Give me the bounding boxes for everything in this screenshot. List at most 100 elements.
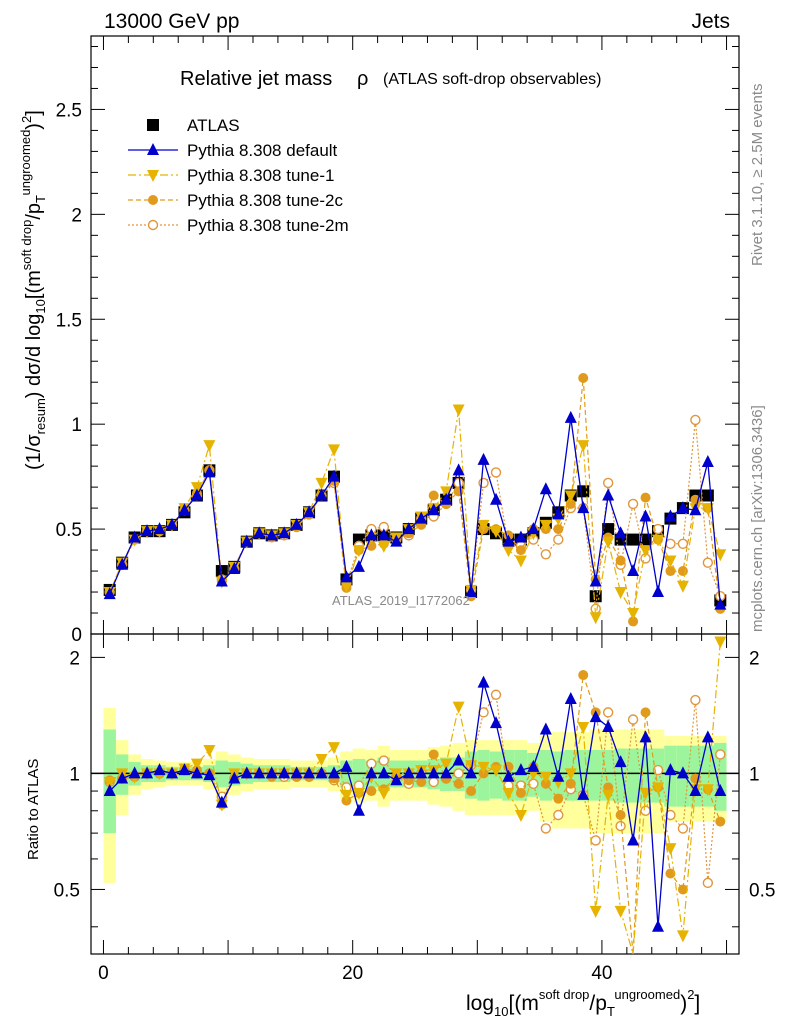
ratio-y-tick-label-right: 1: [749, 764, 760, 785]
ratio-point-default: [452, 753, 465, 766]
category-label: Jets: [691, 10, 730, 33]
legend-label-data: ATLAS: [187, 116, 240, 135]
main-point-default: [390, 534, 403, 547]
x-tick-label: 0: [98, 963, 109, 984]
main-panel: 0 0.5 1 1.5 2 2.5: [56, 35, 740, 646]
main-point-default: [278, 526, 291, 539]
legend-label-tune2c: Pythia 8.308 tune-2c: [187, 191, 343, 210]
main-point-default: [701, 454, 714, 467]
main-point-tune2c: [677, 566, 688, 577]
ratio-y-tick-label: 0.5: [54, 880, 80, 901]
main-point-default: [552, 507, 565, 520]
main-point-tune2m: [627, 498, 639, 510]
main-point-default: [415, 511, 428, 524]
main-point-data: [577, 485, 590, 498]
ratio-point-tune1: [701, 784, 714, 797]
main-point-default: [614, 526, 627, 539]
ratio-point-tune2c: [615, 810, 626, 821]
ratio-point-tune1: [564, 768, 577, 781]
ratio-point-default: [377, 766, 390, 779]
x-tick-label: 40: [591, 963, 612, 984]
ratio-point-tune1: [340, 789, 353, 802]
main-point-default: [502, 534, 515, 547]
ratio-point-tune1: [103, 777, 116, 790]
ratio-point-default: [340, 759, 353, 772]
ratio-point-tune2m: [490, 689, 502, 700]
main-point-default: [676, 501, 689, 514]
main-point-tune1: [602, 536, 615, 549]
ratio-point-default: [402, 766, 415, 779]
ratio-point-tune1: [315, 753, 328, 766]
main-point-tune1: [539, 519, 552, 532]
ratio-point-tune2m: [665, 809, 676, 821]
main-point-default: [527, 522, 540, 535]
main-point-tune1: [714, 549, 727, 562]
ratio-point-default: [103, 784, 116, 797]
main-point-default: [215, 574, 228, 587]
ratio-point-tune2m: [627, 714, 639, 725]
main-point-default: [440, 492, 453, 505]
ratio-y-axis-label: Ratio to ATLAS: [25, 759, 42, 860]
ratio-point-default: [278, 766, 291, 779]
ratio-point-tune2m: [690, 694, 701, 706]
main-point-tune1: [564, 490, 577, 503]
main-point-default: [265, 528, 278, 541]
ratio-point-tune2m: [640, 805, 651, 816]
main-point-tune2c: [615, 555, 626, 566]
main-point-default: [452, 463, 465, 476]
main-point-tune1: [490, 526, 502, 539]
ratio-y-tick-label: 2: [69, 648, 80, 669]
main-point-tune2m: [602, 477, 614, 489]
ratio-point-tune1: [377, 787, 390, 800]
main-point-default: [490, 492, 502, 505]
main-point-data: [627, 533, 640, 546]
ratio-point-tune1: [452, 701, 465, 714]
ratio-point-tune2c: [466, 786, 477, 797]
main-point-tune2m: [690, 414, 701, 426]
ratio-point-tune2c: [665, 868, 676, 879]
main-point-tune1: [589, 612, 602, 625]
main-point-default: [564, 410, 577, 423]
main-point-tune1: [190, 482, 203, 495]
ratio-point-tune1: [664, 843, 677, 856]
ratio-point-tune1: [676, 930, 689, 943]
ratio-series-default: [103, 675, 727, 932]
plot-title-main: Relative jet mass: [180, 68, 332, 90]
main-y-axis-label-text: (1/σresum) dσ/d log10[(msoft drop/pTungr…: [18, 110, 48, 470]
ratio-point-tune1: [514, 810, 527, 823]
ratio-point-default: [240, 766, 253, 779]
main-series-tune2m: [104, 414, 726, 615]
ratio-point-default: [701, 730, 714, 743]
main-point-tune1: [652, 534, 664, 547]
ratio-y-tick-label: 1: [69, 764, 80, 785]
main-point-tune1: [315, 477, 328, 490]
ratio-point-default: [215, 795, 228, 808]
ratio-point-tune1: [477, 761, 490, 774]
main-point-data: [215, 565, 228, 578]
ratio-point-default: [639, 730, 652, 743]
main-point-tune1: [627, 608, 640, 621]
ratio-point-default: [415, 766, 428, 779]
main-y-tick-label: 2: [71, 205, 82, 226]
main-point-default: [240, 534, 253, 547]
ratio-point-tune2c: [677, 884, 688, 895]
main-point-default: [577, 501, 590, 514]
ratio-point-default: [116, 771, 129, 784]
ratio-point-default: [303, 766, 316, 779]
main-point-default: [290, 517, 303, 530]
ratio-ticks: 0.5 0.51 12 20 20 40: [54, 634, 775, 984]
main-point-default: [166, 517, 178, 530]
ratio-point-tune1: [190, 758, 203, 771]
main-line-tune2m: [109, 419, 721, 609]
ratio-point-tune1: [465, 760, 478, 773]
main-y-axis-label: (1/σresum) dσ/d log10[(msoft drop/pTungr…: [18, 110, 48, 470]
ratio-point-tune1: [352, 787, 365, 800]
legend: ATLAS Pythia 8.308 default Pythia 8.308 tu…: [128, 116, 349, 235]
legend-marker-tune2m: [147, 219, 159, 231]
main-point-default: [465, 585, 478, 598]
ratio-point-default: [577, 787, 590, 800]
main-ticks: 0 0.5 1 1.5 2 2.5: [56, 36, 739, 646]
main-point-default: [203, 465, 216, 478]
main-point-default: [627, 564, 640, 577]
